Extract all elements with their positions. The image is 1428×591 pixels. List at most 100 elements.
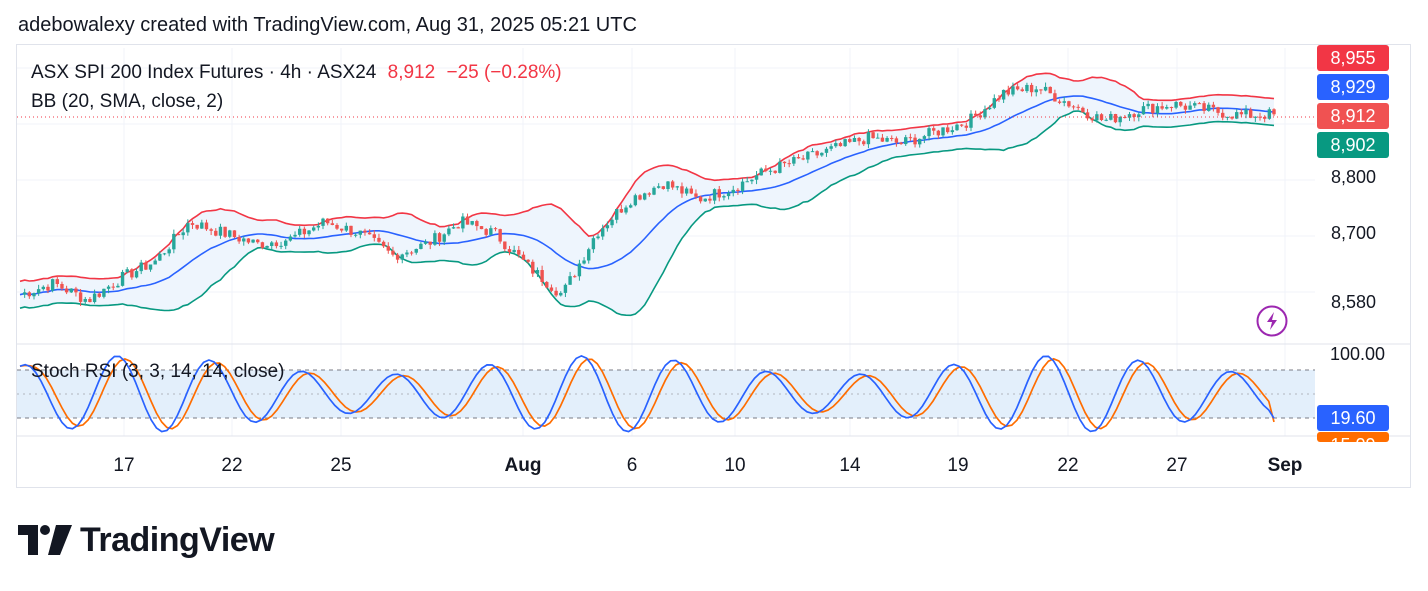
candle-body bbox=[703, 198, 707, 202]
candle-body bbox=[848, 139, 852, 142]
tradingview-logo[interactable]: TradingView bbox=[18, 520, 275, 560]
candle-body bbox=[698, 196, 703, 202]
candle-body bbox=[1113, 113, 1118, 123]
candle-body bbox=[1146, 103, 1150, 107]
candle-body bbox=[381, 241, 386, 247]
candle-body bbox=[64, 288, 69, 293]
candle-body bbox=[1165, 107, 1169, 109]
chart-frame bbox=[16, 44, 1411, 488]
candle-body bbox=[577, 263, 582, 277]
candle-body bbox=[792, 157, 796, 164]
candle-body bbox=[796, 157, 801, 159]
candle-body bbox=[768, 170, 773, 172]
candle-body bbox=[927, 128, 931, 137]
bollinger-upper-line bbox=[19, 72, 1275, 283]
candle-body bbox=[36, 289, 41, 294]
candle-body bbox=[619, 209, 624, 213]
x-label-25: 25 bbox=[330, 455, 352, 476]
candle-body bbox=[1202, 103, 1206, 111]
candle-body bbox=[1090, 118, 1094, 121]
candle-body bbox=[587, 249, 591, 261]
candle-body bbox=[172, 233, 176, 250]
candle-body bbox=[647, 193, 652, 195]
candle-body bbox=[1151, 103, 1155, 114]
candle-body bbox=[377, 237, 381, 242]
candle-body bbox=[890, 137, 894, 139]
candle-body bbox=[293, 234, 297, 237]
candle-body bbox=[503, 241, 507, 250]
candle-body bbox=[1015, 86, 1020, 90]
candle-body bbox=[1211, 104, 1216, 108]
candle-body bbox=[316, 225, 321, 228]
candle-body bbox=[498, 229, 502, 242]
candle-body bbox=[279, 245, 283, 247]
candle-body bbox=[367, 232, 372, 235]
candle-body bbox=[125, 269, 129, 272]
candle-body bbox=[1155, 106, 1160, 114]
candle-body bbox=[661, 186, 666, 189]
price-axis-label-3: 8,580 bbox=[1331, 292, 1377, 312]
candle-body bbox=[1067, 101, 1071, 107]
candle-body bbox=[1109, 113, 1113, 120]
candle-body bbox=[475, 221, 479, 227]
candle-body bbox=[545, 282, 549, 288]
candle-body bbox=[908, 137, 913, 139]
candle-body bbox=[764, 168, 768, 171]
candle-body bbox=[1039, 89, 1043, 91]
candle-body bbox=[493, 228, 498, 230]
candle-body bbox=[633, 195, 638, 206]
candle-body bbox=[167, 249, 171, 254]
candle-body bbox=[540, 270, 544, 283]
candle-body bbox=[675, 186, 680, 188]
candle-body bbox=[521, 254, 526, 260]
candle-body bbox=[50, 279, 55, 291]
candle-body bbox=[563, 284, 568, 293]
x-label-aug: Aug bbox=[504, 455, 542, 476]
stoch-axis-label-100: 100.00 bbox=[1330, 344, 1386, 364]
candle-body bbox=[186, 223, 190, 233]
candle-body bbox=[955, 124, 959, 131]
candle-body bbox=[209, 229, 213, 231]
candle-body bbox=[489, 228, 493, 235]
candle-body bbox=[1057, 101, 1062, 103]
candle-body bbox=[447, 228, 451, 235]
candle-body bbox=[904, 137, 908, 145]
candle-body bbox=[251, 239, 255, 243]
candle-body bbox=[69, 288, 73, 293]
candle-body bbox=[60, 283, 64, 289]
candle-body bbox=[423, 241, 428, 244]
candle-body bbox=[1043, 86, 1048, 91]
candle-body bbox=[265, 245, 269, 248]
candle-body bbox=[405, 252, 409, 255]
candle-body bbox=[717, 189, 721, 198]
candle-body bbox=[642, 193, 647, 200]
candle-body bbox=[1081, 107, 1085, 113]
bollinger-fill bbox=[20, 73, 1274, 316]
bb-lower-tag: 8,902 bbox=[1317, 132, 1389, 158]
lightning-icon[interactable] bbox=[1256, 305, 1288, 337]
candle-body bbox=[349, 225, 353, 235]
candle-body bbox=[1095, 114, 1099, 121]
candle-body bbox=[1160, 106, 1164, 109]
candle-body bbox=[1127, 114, 1132, 118]
candle-body bbox=[1179, 101, 1183, 106]
candle-body bbox=[680, 186, 684, 194]
candle-body bbox=[176, 233, 181, 236]
candle-body bbox=[1225, 116, 1230, 118]
candle-body bbox=[242, 238, 246, 242]
tradingview-logo-icon bbox=[18, 525, 72, 555]
candle-body bbox=[456, 227, 460, 229]
candle-body bbox=[582, 260, 586, 264]
candle-body bbox=[778, 161, 782, 173]
bb-legend[interactable]: BB (20, SMA, close, 2) bbox=[31, 91, 224, 112]
candle-body bbox=[1011, 86, 1015, 95]
candle-body bbox=[223, 226, 227, 237]
candle-body bbox=[200, 222, 204, 229]
symbol-legend[interactable]: ASX SPI 200 Index Futures · 4h · ASX24 8… bbox=[31, 62, 562, 84]
candle-body bbox=[838, 143, 843, 147]
candle-body bbox=[1006, 89, 1010, 95]
stoch-legend[interactable]: Stoch RSI (3, 3, 14, 14, close) bbox=[31, 361, 285, 382]
candle-body bbox=[111, 286, 115, 288]
candle-body bbox=[120, 271, 125, 286]
